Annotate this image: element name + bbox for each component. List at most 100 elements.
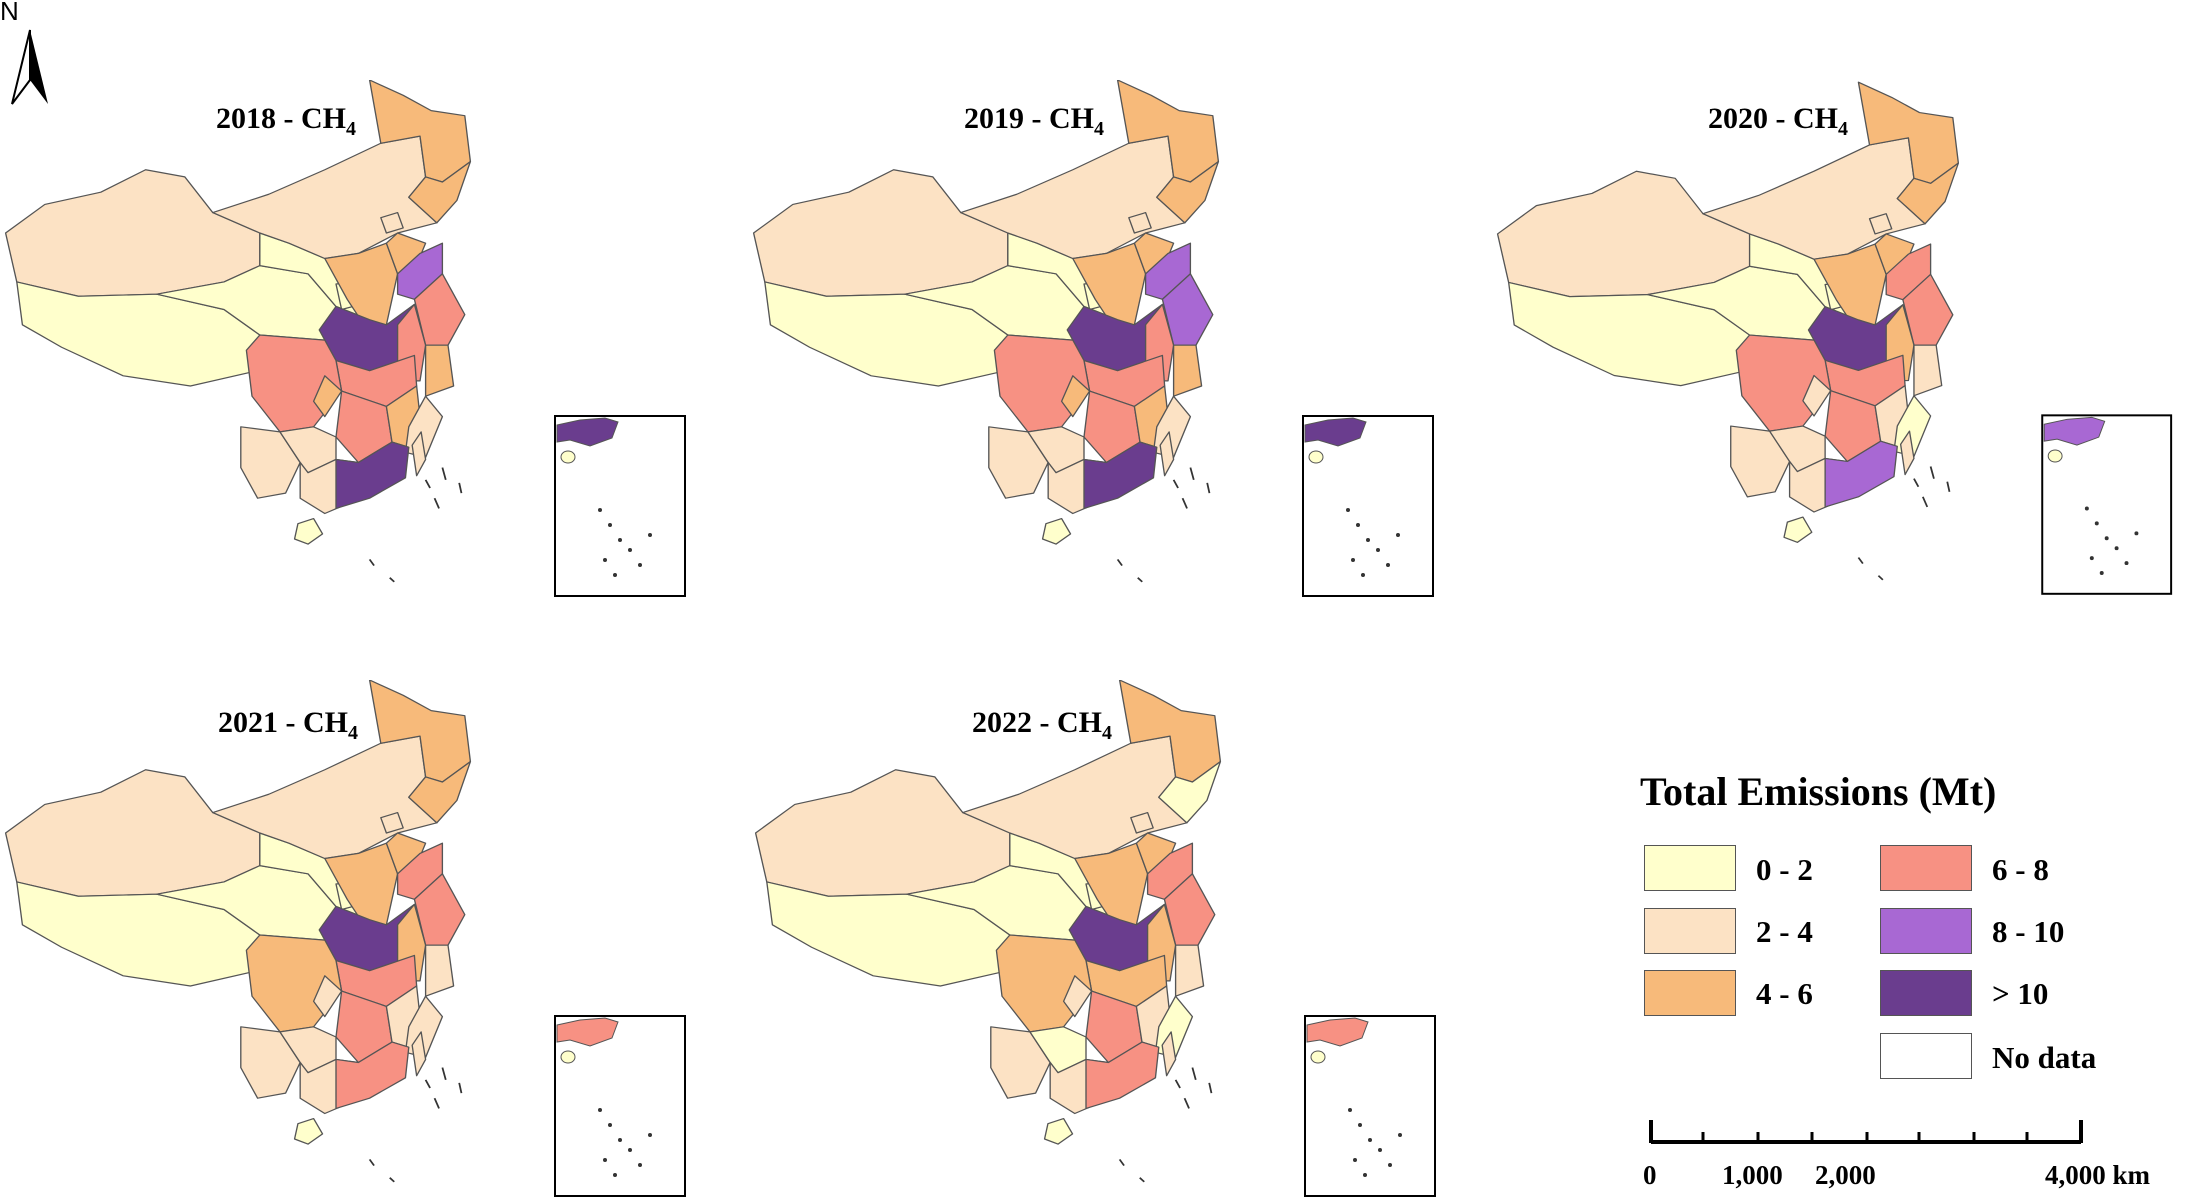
china-map-2018 — [4, 80, 686, 597]
boundary-dash — [368, 1158, 375, 1166]
legend-swatch-no-data — [1880, 1033, 1972, 1079]
boundary-dash — [389, 577, 395, 583]
boundary-dash — [1857, 557, 1864, 565]
legend-swatch-8-10 — [1880, 908, 1972, 954]
boundary-dash — [1189, 467, 1195, 481]
province-sx — [1813, 243, 1887, 326]
province-sx — [1072, 242, 1147, 326]
south-china-sea-inset — [554, 415, 686, 597]
province-xj — [4, 169, 261, 297]
province-gd — [1085, 1041, 1160, 1110]
province-zj — [1172, 344, 1203, 397]
legend-swatch-4-6 — [1644, 970, 1736, 1016]
province-hlj — [1116, 80, 1220, 183]
boundary-dash — [458, 1082, 463, 1094]
legend-label-8-10: 8 - 10 — [1992, 914, 2065, 949]
scale-bar — [1649, 1120, 2083, 1144]
legend-swatch-gt-10 — [1880, 970, 1972, 1016]
province-gd — [335, 1041, 410, 1110]
boundary-dash — [368, 558, 375, 566]
boundary-dash — [1208, 1082, 1213, 1094]
province-hn — [1783, 516, 1813, 543]
boundary-dash — [424, 479, 431, 489]
legend-swatch-6-8 — [1880, 845, 1972, 891]
china-map-2020 — [1496, 81, 2173, 595]
map-title-2018: 2018 - CH4 — [216, 102, 356, 140]
province-ne — [1158, 760, 1222, 824]
map-title-2021: 2021 - CH4 — [218, 706, 358, 744]
province-bj — [1868, 213, 1893, 235]
province-bj — [380, 811, 404, 834]
boundary-dash — [433, 1097, 440, 1109]
province-zj — [424, 344, 455, 397]
legend-label-4-6: 4 - 6 — [1756, 976, 1813, 1011]
south-china-sea-inset — [1302, 415, 1434, 597]
province-hlj — [368, 80, 472, 183]
legend-label-gt-10: > 10 — [1992, 976, 2049, 1011]
boundary-dash — [1922, 496, 1929, 508]
province-xj — [1496, 170, 1751, 298]
province-ne — [408, 760, 472, 824]
boundary-dash — [424, 1079, 431, 1089]
boundary-dash — [1206, 482, 1211, 494]
boundary-dash — [1139, 1177, 1145, 1183]
province-hn — [293, 517, 324, 545]
province-cq — [312, 375, 343, 418]
south-china-sea-inset — [1304, 1015, 1436, 1197]
map-title-2022: 2022 - CH4 — [972, 706, 1112, 744]
scale-label-4000: 4,000 km — [2045, 1160, 2151, 1190]
province-hlj — [1857, 81, 1960, 184]
province-zj — [424, 944, 455, 997]
legend-label-2-4: 2 - 4 — [1756, 914, 1813, 949]
legend-label-6-8: 6 - 8 — [1992, 852, 2049, 887]
boundary-dash — [458, 482, 463, 494]
boundary-dash — [1946, 481, 1951, 492]
scale-label-1000: 1,000 — [1722, 1160, 1783, 1190]
province-hn — [1041, 517, 1072, 545]
map-title-2020: 2020 - CH4 — [1708, 102, 1848, 140]
boundary-dash — [1191, 1067, 1197, 1081]
south-china-sea-inset — [2041, 414, 2173, 595]
province-hlj — [368, 680, 472, 783]
province-tw — [1899, 430, 1915, 476]
province-cq — [312, 975, 343, 1018]
province-gd — [1824, 440, 1898, 508]
province-ne — [1156, 160, 1220, 224]
province-cq — [1802, 374, 1832, 417]
province-ne — [408, 160, 472, 224]
north-label: N — [0, 0, 19, 26]
north-arrow-icon — [11, 29, 48, 105]
province-xj — [4, 769, 261, 897]
province-tw — [1161, 1031, 1177, 1077]
province-gd — [1083, 441, 1158, 510]
map-title-2019: 2019 - CH4 — [964, 102, 1104, 140]
china-map-2022 — [754, 680, 1436, 1197]
boundary-dash — [1137, 577, 1143, 583]
scale-label-2000: 2,000 — [1815, 1160, 1876, 1190]
boundary-dash — [1174, 1079, 1181, 1089]
boundary-dash — [441, 467, 447, 481]
scale-label-0: 0 — [1643, 1160, 1657, 1190]
boundary-dash — [1913, 478, 1920, 488]
province-hlj — [1118, 680, 1222, 783]
boundary-dash — [1183, 1097, 1190, 1109]
boundary-dash — [441, 1067, 447, 1081]
province-tw — [1159, 431, 1175, 477]
province-tw — [411, 1031, 427, 1077]
province-ne — [1896, 162, 1960, 225]
province-hn — [293, 1117, 324, 1145]
province-xj — [752, 169, 1009, 297]
province-cq — [1060, 375, 1091, 418]
china-map-2021 — [4, 680, 686, 1197]
boundary-dash — [1118, 1158, 1125, 1166]
boundary-dash — [1116, 558, 1123, 566]
legend-title: Total Emissions (Mt) — [1640, 769, 1997, 814]
province-bj — [380, 211, 404, 234]
province-tw — [411, 431, 427, 477]
boundary-dash — [1877, 575, 1884, 581]
china-map-2019 — [752, 80, 1434, 597]
legend-label-0-2: 0 - 2 — [1756, 852, 1813, 887]
province-sx — [324, 842, 399, 926]
south-china-sea-inset — [554, 1015, 686, 1197]
